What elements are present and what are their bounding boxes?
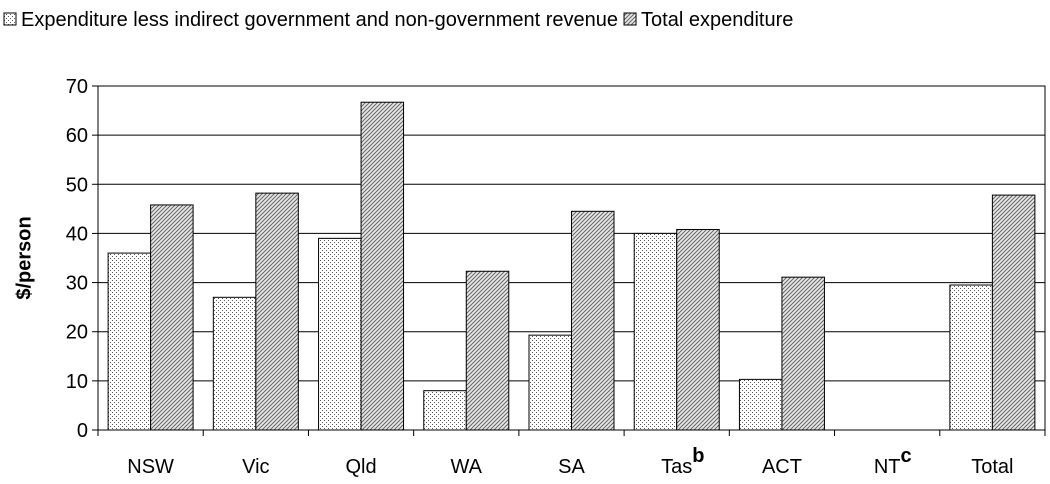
y-tick-label: 60: [66, 125, 88, 147]
bar: [528, 334, 572, 431]
x-tick-label: NSW: [127, 456, 174, 478]
y-tick-label: 50: [66, 174, 88, 196]
legend-label: Total expenditure: [641, 9, 793, 31]
bar: [676, 228, 720, 431]
category-note: b: [692, 445, 704, 467]
y-tick-label: 20: [66, 322, 88, 344]
bar: [633, 232, 678, 431]
legend-label: Expenditure less indirect government and…: [21, 9, 618, 31]
bar: [255, 192, 299, 431]
y-tick-label: 10: [66, 371, 88, 393]
x-tick-label: Qld: [345, 456, 376, 478]
y-axis-label: $/person: [13, 216, 35, 299]
y-tick-label: 40: [66, 223, 88, 245]
x-tick-label: WA: [451, 456, 483, 478]
y-tick-label: 70: [66, 76, 88, 98]
category-note: c: [901, 445, 912, 467]
bar: [150, 204, 194, 431]
bar: [465, 270, 510, 431]
x-tick-label: SA: [558, 456, 585, 478]
x-tick-label: NT: [874, 456, 901, 478]
x-tick-label: Vic: [242, 456, 269, 478]
x-tick-label: Total: [971, 456, 1013, 478]
bar: [107, 252, 152, 431]
x-tick-label: ACT: [762, 456, 802, 478]
y-tick-label: 0: [77, 420, 88, 442]
bar: [360, 101, 405, 431]
bar: [738, 378, 783, 431]
bar: [781, 276, 825, 431]
bar: [949, 284, 993, 431]
x-tick-label: Tas: [661, 456, 692, 478]
bar: [571, 210, 615, 431]
legend-swatch: [3, 12, 17, 26]
legend-swatch: [623, 12, 637, 26]
bar: [991, 194, 1036, 431]
bar: [318, 237, 362, 431]
bar: [423, 390, 467, 431]
bar: [212, 296, 257, 431]
y-tick-label: 30: [66, 273, 88, 295]
